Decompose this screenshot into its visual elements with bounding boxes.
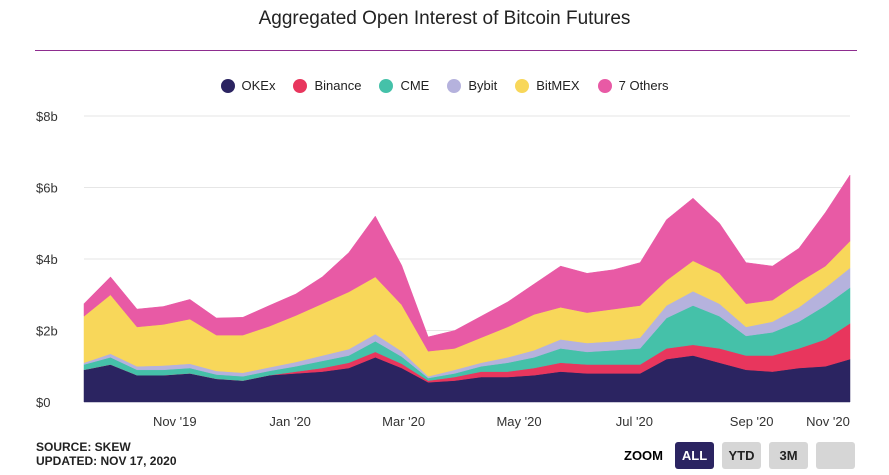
zoom-label: ZOOM — [624, 448, 663, 463]
y-tick-label: $0 — [36, 395, 50, 410]
x-tick-label: May '20 — [496, 414, 541, 429]
chart-title: Aggregated Open Interest of Bitcoin Futu… — [258, 8, 631, 29]
legend-label: OKEx — [241, 78, 276, 93]
y-tick-label: $6b — [36, 181, 58, 196]
legend-swatch — [293, 78, 308, 93]
legend-label: Bybit — [468, 78, 498, 93]
y-tick-label: $2b — [36, 324, 58, 339]
title-divider — [35, 50, 857, 51]
x-tick-label: Jul '20 — [616, 414, 653, 429]
y-tick-label: $8b — [36, 109, 58, 124]
legend-swatch — [379, 78, 394, 93]
zoom-all-button[interactable]: ALL — [675, 442, 714, 469]
legend-item[interactable]: BitMEX — [515, 78, 580, 93]
zoom-extra-button[interactable] — [816, 442, 855, 469]
legend: OKEx Binance CME Bybit BitMEX 7 Others — [0, 78, 889, 93]
y-tick-label: $4b — [36, 252, 58, 267]
x-tick-label: Sep '20 — [730, 414, 774, 429]
legend-swatch — [597, 78, 612, 93]
legend-label: Binance — [314, 78, 362, 93]
x-tick-label: Nov '20 — [806, 414, 850, 429]
x-tick-label: Nov '19 — [153, 414, 197, 429]
legend-label: CME — [400, 78, 430, 93]
zoom-ytd-button[interactable]: YTD — [722, 442, 761, 469]
x-tick-label: Jan '20 — [269, 414, 311, 429]
zoom-3m-button[interactable]: 3M — [769, 442, 808, 469]
legend-label: BitMEX — [536, 78, 580, 93]
zoom-controls: ZOOM ALL YTD 3M — [624, 442, 855, 469]
legend-swatch — [220, 78, 235, 93]
x-tick-label: Mar '20 — [382, 414, 425, 429]
legend-item[interactable]: Binance — [293, 78, 361, 93]
source-text: SOURCE: SKEW — [36, 440, 131, 454]
legend-swatch — [447, 78, 462, 93]
legend-item[interactable]: Bybit — [447, 78, 497, 93]
legend-item[interactable]: OKEx — [220, 78, 276, 93]
legend-swatch — [515, 78, 530, 93]
area-series-7-others — [83, 174, 851, 352]
legend-item[interactable]: 7 Others — [597, 78, 669, 93]
legend-label: 7 Others — [618, 78, 669, 93]
legend-item[interactable]: CME — [379, 78, 429, 93]
source-note: SOURCE: SKEW UPDATED: NOV 17, 2020 — [36, 440, 177, 468]
updated-text: UPDATED: NOV 17, 2020 — [36, 454, 177, 468]
